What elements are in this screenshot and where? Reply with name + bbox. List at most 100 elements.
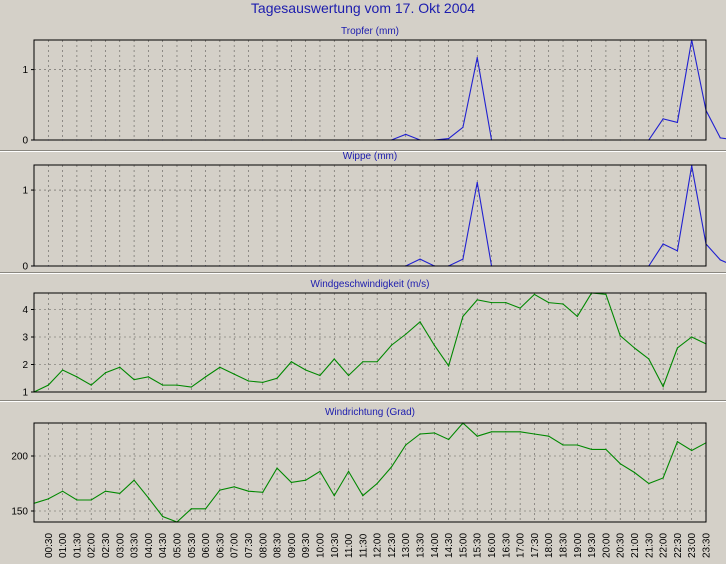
wind-speed-point: [319, 374, 321, 377]
wind-speed-point: [548, 302, 550, 304]
wind-speed-point: [133, 379, 135, 381]
wind-speed-point: [390, 344, 393, 346]
wind-speed-point: [533, 293, 536, 295]
x-tick-label: 03:00: [115, 533, 126, 558]
wind-speed-point: [147, 376, 149, 378]
wind-speed-point: [276, 377, 278, 379]
wind-speed-point: [176, 384, 178, 386]
wind-direction-point: [691, 449, 693, 452]
plot-frame: [33, 164, 707, 267]
tropfer-point: [462, 126, 464, 128]
wind-speed-point: [419, 321, 421, 323]
y-tick-label: 1: [22, 65, 28, 76]
x-tick-label: 08:30: [273, 533, 284, 558]
y-tick-label: 200: [11, 452, 28, 463]
x-tick-label: 22:30: [673, 533, 684, 558]
y-tick-label: 4: [22, 305, 28, 316]
wind-speed-point: [90, 384, 92, 386]
wippe-point: [462, 258, 464, 260]
x-tick-label: 18:00: [544, 533, 555, 558]
x-tick-label: 17:30: [530, 533, 541, 558]
wind-direction-point: [490, 431, 493, 433]
wind-direction-point: [290, 481, 292, 483]
x-tick-label: 07:00: [230, 533, 241, 558]
y-tick-label: 0: [22, 136, 28, 147]
x-tick-label: 09:00: [287, 533, 298, 558]
wind-speed-point: [505, 302, 507, 304]
wind-direction-point: [90, 499, 92, 501]
wind-speed-point: [262, 381, 264, 383]
x-tick-label: 08:00: [258, 533, 269, 558]
panel-separator: [0, 400, 726, 402]
page-title: Tagesauswertung vom 17. Okt 2004: [250, 0, 476, 16]
wind-direction-point: [305, 479, 307, 481]
x-tick-label: 06:00: [201, 533, 212, 558]
wind-speed-point: [305, 369, 307, 371]
plot-frame: [33, 292, 707, 393]
wind-direction-point: [576, 444, 578, 446]
wind-direction-point: [319, 470, 321, 472]
tropfer-point: [719, 137, 721, 139]
x-tick-label: 04:30: [158, 533, 169, 558]
wind-speed-point: [619, 335, 621, 337]
wind-direction-point: [548, 435, 550, 437]
x-tick-label: 20:00: [601, 533, 612, 558]
wind-speed-point: [676, 347, 679, 349]
wind-speed-point: [662, 385, 664, 388]
tropfer-point: [405, 133, 407, 135]
x-tick-label: 14:00: [430, 533, 441, 558]
x-tick-label: 21:30: [644, 533, 655, 558]
wind-direction-point: [204, 508, 207, 510]
x-tick-label: 07:30: [244, 533, 255, 558]
y-tick-label: 150: [11, 507, 28, 518]
x-tick-label: 21:00: [630, 533, 641, 558]
x-tick-label: 04:00: [144, 533, 155, 558]
wind-direction-line: [33, 422, 707, 523]
wind-speed-point: [462, 315, 464, 317]
wind-speed-point: [376, 361, 378, 363]
plot-area: [34, 40, 706, 140]
wind-direction-point: [476, 435, 478, 437]
x-tick-label: 13:30: [416, 533, 427, 558]
wind-direction-point: [676, 441, 679, 443]
y-tick-label: 1: [22, 186, 28, 197]
wind-speed-point: [405, 333, 407, 335]
tropfer-point: [448, 137, 450, 140]
wind-speed-point: [76, 376, 78, 378]
wind-direction-point: [519, 431, 521, 433]
tropfer-point: [476, 57, 478, 59]
plot-frame: [33, 39, 707, 141]
wind-direction-point: [190, 508, 192, 510]
x-tick-label: 00:30: [44, 533, 55, 558]
plot-area: [34, 165, 706, 266]
wind-speed-point: [333, 358, 335, 360]
wind-direction-point: [276, 467, 278, 469]
plot-area: [34, 293, 706, 392]
x-tick-label: 19:30: [587, 533, 598, 558]
wind-direction-point: [419, 433, 421, 435]
wind-direction-point: [262, 491, 264, 493]
wind-direction-point: [505, 431, 507, 433]
wind-direction-point: [247, 490, 250, 492]
wind-direction-point: [448, 438, 450, 441]
x-tick-label: 23:00: [687, 533, 698, 558]
wind-direction-point: [591, 448, 593, 450]
x-tick-label: 10:30: [330, 533, 341, 558]
x-tick-label: 11:00: [344, 533, 355, 558]
panel-title: Tropfer (mm): [341, 26, 399, 37]
plot-area: [34, 423, 706, 522]
wind-direction-point: [233, 486, 235, 488]
wind-speed-point: [362, 361, 364, 363]
plot-frame: [33, 422, 707, 523]
wind-direction-point: [104, 490, 107, 492]
wind-speed-point: [47, 384, 49, 386]
x-tick-label: 10:00: [315, 533, 326, 558]
wind-speed-point: [119, 366, 121, 368]
panel-separator: [0, 272, 726, 274]
wind-speed-point: [247, 380, 250, 382]
x-tick-label: 20:30: [616, 533, 627, 558]
x-tick-label: 02:30: [101, 533, 112, 558]
wind-direction-point: [648, 482, 650, 485]
wind-direction-point: [76, 499, 78, 501]
